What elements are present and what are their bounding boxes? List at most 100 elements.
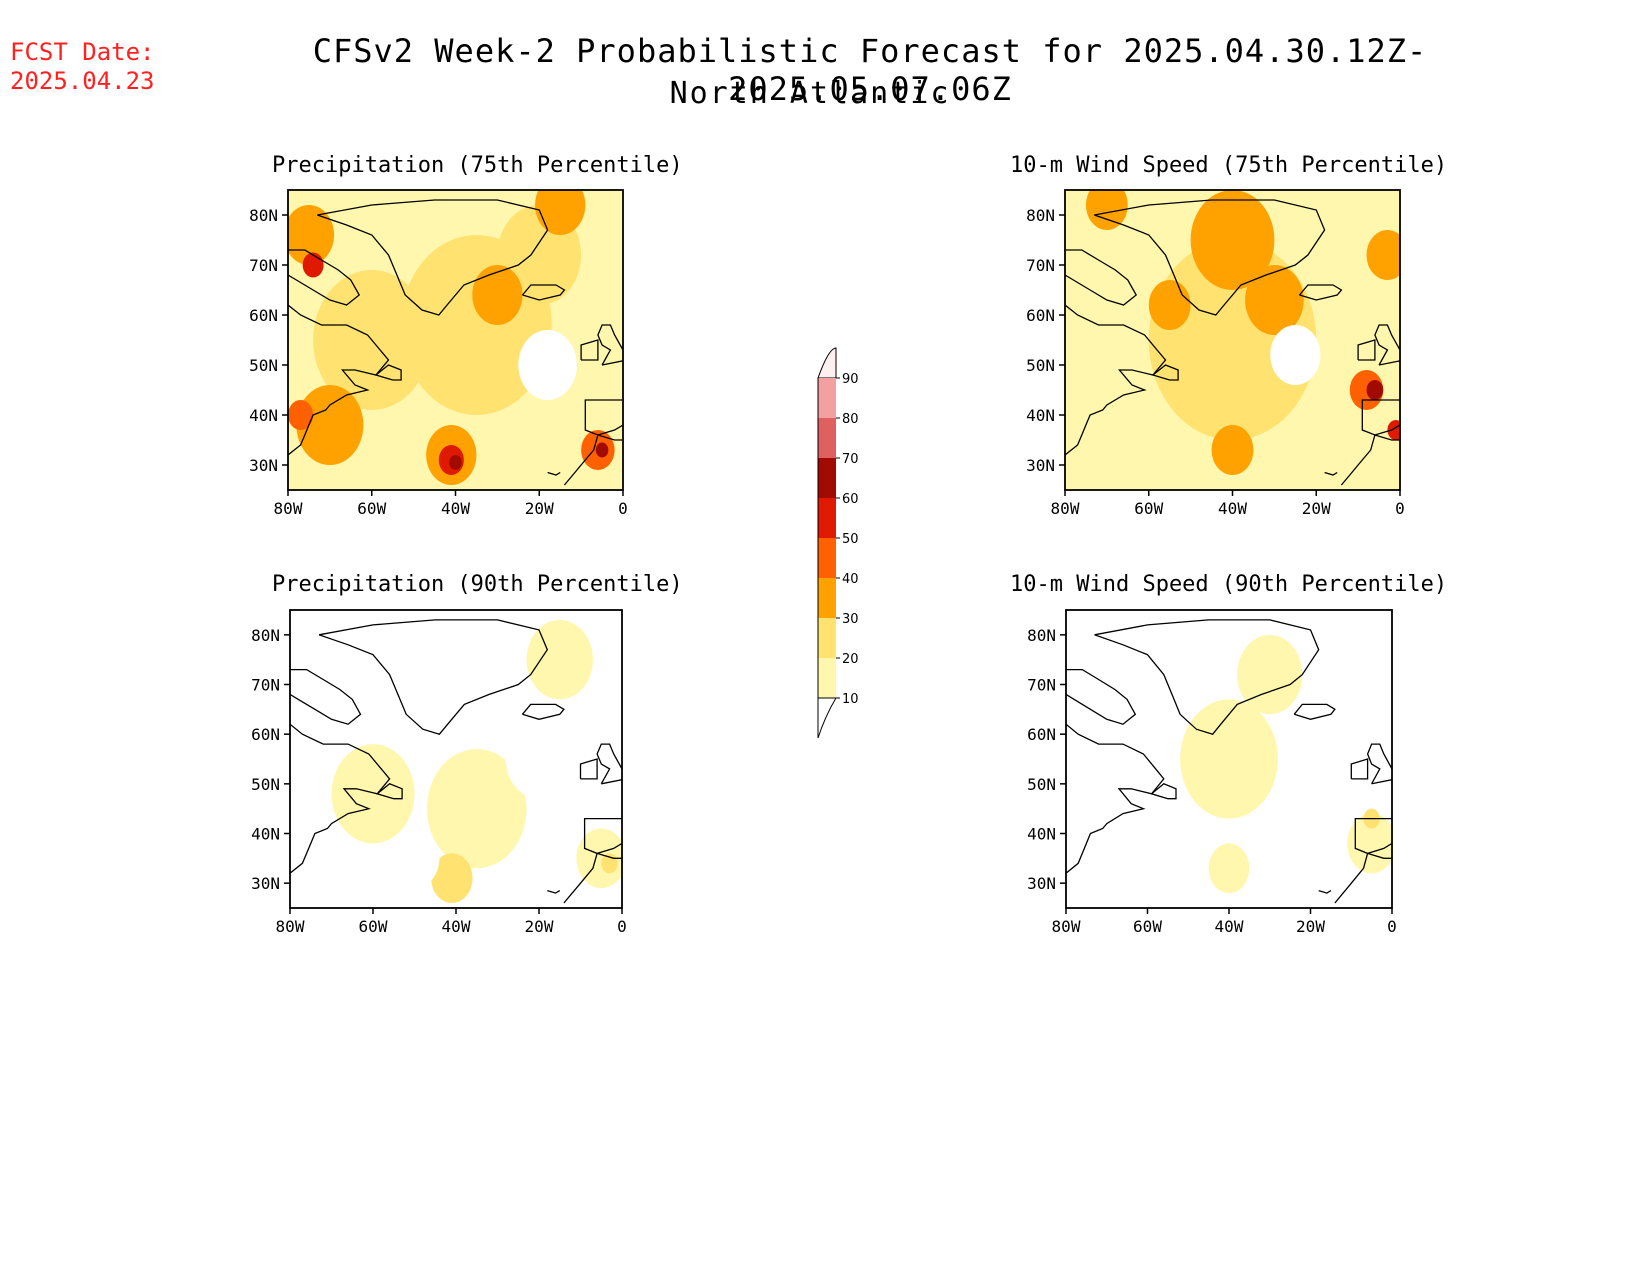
colorbar-label: 50 [842, 532, 859, 547]
colorbar-swatch [818, 658, 836, 698]
coastline [1361, 399, 1400, 436]
colorbar-swatch [818, 578, 836, 618]
coastline [317, 199, 549, 316]
panel-title-wind-75: 10-m Wind Speed (75th Percentile) [1010, 153, 1448, 178]
coastline [1340, 434, 1400, 486]
panel-title-precip-90: Precipitation (90th Percentile) [272, 572, 683, 597]
coastline [1293, 703, 1336, 720]
y-tick-label: 40N [249, 406, 278, 425]
coastline [563, 434, 623, 486]
probability-contour [1295, 400, 1338, 450]
colorbar-label: 60 [842, 492, 859, 507]
forecast-date-label: FCST Date: 2025.04.23 [10, 38, 155, 96]
probability-contour [431, 853, 473, 904]
probability-contour [1127, 435, 1170, 485]
x-tick-label: 60W [359, 917, 388, 936]
coastline [1366, 743, 1392, 785]
coastline [375, 783, 403, 800]
x-tick-label: 80W [1052, 917, 1081, 936]
map-wind-90: 80W 60W 40W 20W 0 80N 70N 60N 50N 40N 30N [1027, 609, 1397, 936]
probability-contour [518, 330, 577, 400]
probability-contour [389, 828, 440, 889]
map-wind-75: 80W 60W 40W 20W 0 80N 70N 60N 50N 40N 30N [1026, 189, 1405, 518]
x-tick-label: 80W [274, 499, 303, 518]
coastline [1374, 324, 1400, 366]
probability-contour [1270, 325, 1321, 385]
map-precip-75: 80W 60W 40W 20W 0 80N 70N 60N 50N 40N 30N [249, 189, 628, 518]
colorbar: 10 20 30 40 50 60 70 80 90 [817, 347, 859, 739]
x-tick-label: 60W [1134, 499, 1163, 518]
y-tick-label: 70N [1026, 256, 1055, 275]
probability-contour [505, 719, 573, 799]
colorbar-label: 10 [842, 692, 859, 707]
colorbar-swatch [818, 538, 836, 578]
probability-contour [396, 190, 448, 235]
colorbar-bottom-triangle [817, 697, 837, 739]
y-tick-label: 30N [251, 874, 280, 893]
coastline [1299, 284, 1343, 301]
x-tick-label: 80W [1051, 499, 1080, 518]
probability-contour [1074, 768, 1140, 849]
colorbar-label: 70 [842, 452, 859, 467]
probability-contour [601, 853, 618, 874]
coastline [318, 619, 549, 735]
y-tick-label: 70N [251, 676, 280, 695]
colorbar-label: 90 [842, 372, 859, 387]
y-tick-label: 40N [1027, 825, 1056, 844]
colorbar-swatch [818, 378, 836, 418]
y-tick-label: 80N [1027, 626, 1056, 645]
colorbar-label: 30 [842, 612, 859, 627]
probability-contour [526, 619, 593, 700]
probability-contour [1190, 190, 1275, 290]
coastline [1354, 817, 1392, 855]
x-tick-label: 80W [276, 917, 305, 936]
coastline [583, 817, 622, 855]
x-tick-label: 20W [525, 917, 554, 936]
fcst-label: FCST Date: [10, 38, 155, 66]
probability-contour [449, 455, 462, 470]
coastline [290, 723, 391, 874]
colorbar-top-triangle [817, 347, 837, 379]
coastline [596, 743, 622, 785]
coastline [1334, 852, 1392, 904]
probability-contour [1366, 380, 1384, 400]
colorbar-label: 20 [842, 652, 859, 667]
y-tick-label: 60N [1027, 725, 1056, 744]
y-tick-label: 50N [1027, 775, 1056, 794]
coastline [547, 889, 561, 894]
coastline [1065, 304, 1167, 456]
coastline [1318, 889, 1332, 894]
probability-contour [595, 442, 609, 458]
probability-contour [1148, 280, 1191, 330]
x-tick-label: 20W [1302, 499, 1331, 518]
colorbar-label: 40 [842, 572, 859, 587]
x-tick-label: 0 [1395, 499, 1405, 518]
coastline [1066, 668, 1137, 725]
colorbar-swatch [818, 418, 836, 458]
probability-contour [331, 744, 415, 844]
coastline [580, 339, 599, 361]
x-tick-label: 40W [1218, 499, 1247, 518]
coastline [1094, 199, 1326, 316]
probability-contour [1085, 190, 1128, 230]
coastline [584, 399, 623, 436]
x-tick-label: 0 [617, 917, 627, 936]
y-tick-label: 60N [249, 306, 278, 325]
coastline [1350, 758, 1369, 780]
y-tick-label: 80N [249, 206, 278, 225]
fcst-date: 2025.04.23 [10, 67, 155, 95]
y-tick-label: 30N [1026, 456, 1055, 475]
probability-contour [1237, 634, 1303, 715]
coastline [374, 364, 402, 381]
x-tick-label: 0 [618, 499, 628, 518]
y-tick-label: 70N [249, 256, 278, 275]
map-precip-90: 80W 60W 40W 20W 0 80N 70N 60N 50N 40N 30N [251, 609, 627, 936]
y-tick-label: 50N [249, 356, 278, 375]
figure-title: CFSv2 Week-2 Probabilistic Forecast for … [312, 32, 1428, 108]
y-tick-label: 50N [1026, 356, 1055, 375]
x-tick-label: 40W [441, 499, 470, 518]
probability-contour [426, 749, 527, 869]
probability-contour [367, 420, 418, 480]
probability-contour [1387, 420, 1400, 440]
panel-title-precip-75: Precipitation (75th Percentile) [272, 153, 683, 178]
